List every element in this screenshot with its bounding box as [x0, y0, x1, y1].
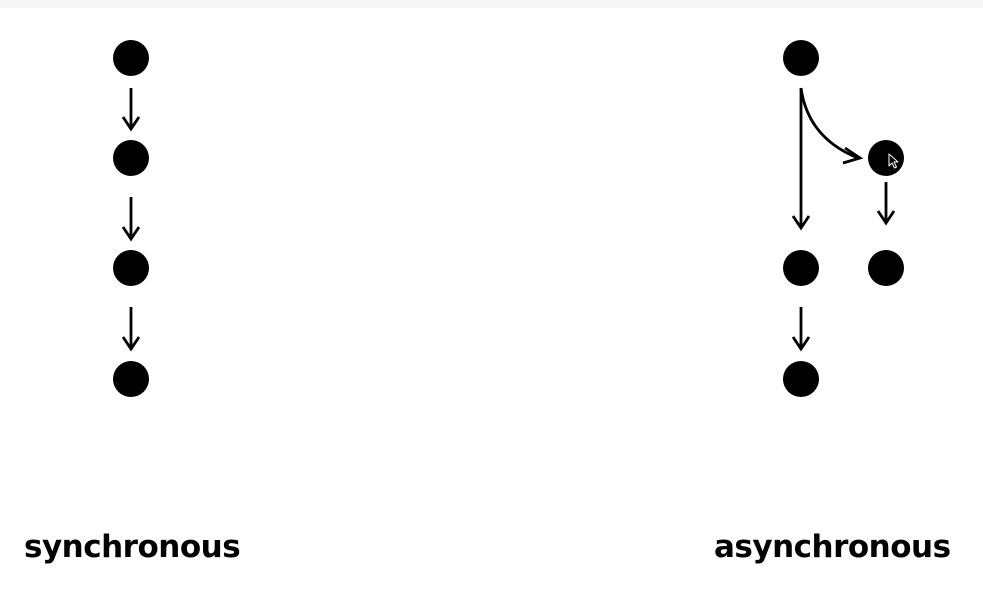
async-arrow-main-short: [791, 307, 811, 352]
asynchronous-diagram: [783, 40, 904, 397]
asynchronous-label: asynchronous: [714, 529, 951, 565]
sync-node-1: [113, 40, 149, 76]
async-node-main-1: [783, 40, 819, 76]
mouse-pointer-icon: [888, 153, 899, 169]
async-arrow-branch-down: [876, 182, 896, 226]
async-arrow-main-long: [791, 88, 811, 231]
sync-arrow-3: [121, 307, 141, 352]
synchronous-label: synchronous: [24, 529, 241, 565]
async-node-main-3: [783, 361, 819, 397]
top-strip: [0, 0, 983, 8]
sync-node-2: [113, 140, 149, 176]
sync-node-3: [113, 250, 149, 286]
async-arrow-branch-curve: [799, 87, 864, 165]
synchronous-diagram: [113, 40, 149, 397]
sync-arrow-2: [121, 197, 141, 242]
sync-node-4: [113, 361, 149, 397]
sync-arrow-1: [121, 88, 141, 132]
async-node-branch-1: [868, 140, 904, 176]
async-node-branch-2: [868, 250, 904, 286]
async-node-main-2: [783, 250, 819, 286]
